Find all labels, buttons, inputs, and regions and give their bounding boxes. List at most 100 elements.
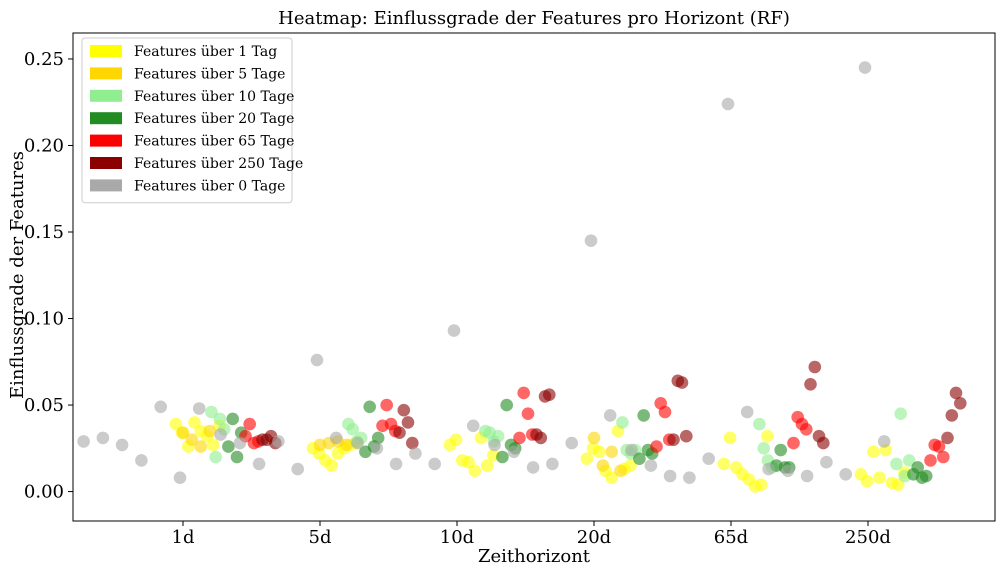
data-point	[584, 234, 598, 247]
data-point	[774, 443, 787, 457]
data-point	[596, 459, 610, 472]
y-tick-label: 0.15	[24, 222, 64, 243]
x-tick-label: 1d	[172, 527, 195, 548]
data-point	[397, 403, 411, 417]
data-point	[543, 388, 556, 402]
y-tick-label: 0.00	[24, 482, 64, 503]
data-point	[658, 405, 672, 419]
series-group	[256, 360, 967, 450]
data-point	[468, 464, 482, 478]
data-point	[534, 431, 548, 445]
legend-label: Features über 250 Tage	[134, 156, 303, 172]
data-point	[667, 433, 680, 447]
data-point	[526, 461, 540, 474]
data-point	[644, 459, 658, 472]
legend-swatch	[90, 112, 122, 125]
data-point	[466, 419, 480, 433]
data-points	[77, 61, 967, 493]
legend-label: Features über 1 Tag	[134, 44, 277, 60]
x-tick-label: 250d	[845, 527, 891, 548]
data-point	[911, 461, 924, 474]
data-point	[580, 452, 594, 466]
data-point	[176, 426, 190, 440]
data-point	[616, 416, 629, 429]
data-point	[209, 450, 222, 464]
data-point	[858, 61, 872, 74]
data-point	[902, 454, 916, 467]
data-point	[363, 400, 377, 414]
data-point	[329, 431, 343, 445]
data-point	[624, 459, 637, 472]
data-point	[340, 438, 353, 452]
data-point	[370, 442, 384, 455]
data-point	[740, 405, 754, 419]
data-point	[954, 397, 967, 410]
data-point	[949, 386, 963, 400]
data-point	[449, 433, 463, 447]
data-point	[393, 426, 406, 440]
y-tick-label: 0.25	[24, 49, 64, 70]
legend-label: Features über 5 Tage	[134, 66, 285, 82]
legend-swatch	[90, 45, 122, 57]
data-point	[488, 438, 501, 452]
x-tick-label: 65d	[714, 527, 748, 548]
data-point	[891, 478, 905, 492]
data-point	[924, 454, 937, 467]
data-point	[637, 409, 650, 422]
data-point	[380, 398, 394, 412]
data-point	[194, 440, 208, 453]
data-point	[346, 423, 360, 436]
data-point	[894, 407, 907, 421]
data-point	[351, 436, 364, 450]
data-point	[565, 436, 578, 450]
data-point	[867, 445, 880, 459]
data-point	[753, 417, 766, 431]
data-point	[873, 471, 886, 485]
data-point	[683, 471, 696, 485]
y-tick-label: 0.20	[24, 135, 64, 156]
data-point	[860, 474, 874, 488]
data-point	[243, 417, 256, 431]
data-point	[587, 431, 601, 445]
data-point	[213, 412, 227, 426]
data-point	[480, 459, 494, 472]
data-point	[291, 462, 305, 476]
data-point	[135, 454, 148, 467]
data-point	[496, 450, 509, 464]
data-point	[205, 405, 218, 419]
data-point	[932, 440, 946, 453]
data-point	[820, 455, 833, 469]
data-point	[203, 424, 216, 438]
data-point	[507, 445, 521, 459]
data-point	[517, 386, 530, 400]
x-tick-label: 20d	[577, 527, 611, 548]
data-point	[185, 433, 199, 447]
data-point	[877, 435, 891, 448]
data-point	[447, 324, 461, 337]
series-group	[176, 424, 627, 478]
data-point	[761, 429, 774, 443]
legend-label: Features über 20 Tage	[134, 111, 294, 127]
data-point	[371, 431, 385, 445]
data-point	[77, 435, 90, 448]
legend: Features über 1 Tag Features über 5 Tage F…	[81, 37, 303, 204]
data-point	[787, 436, 800, 450]
legend-label: Features über 10 Tage	[134, 89, 294, 105]
data-point	[513, 431, 526, 445]
data-point	[890, 457, 903, 471]
data-point	[754, 478, 768, 492]
data-point	[206, 438, 220, 452]
data-point	[115, 438, 129, 452]
data-point	[650, 440, 663, 453]
data-point	[428, 457, 442, 471]
data-point	[96, 431, 110, 445]
data-point	[389, 457, 403, 471]
legend-swatch	[90, 179, 122, 192]
y-axis-label: Einflussgrade der Features	[7, 151, 28, 399]
data-point	[808, 360, 822, 374]
data-point	[723, 431, 737, 445]
data-point	[605, 471, 619, 485]
y-tick-label: 0.10	[24, 309, 64, 330]
